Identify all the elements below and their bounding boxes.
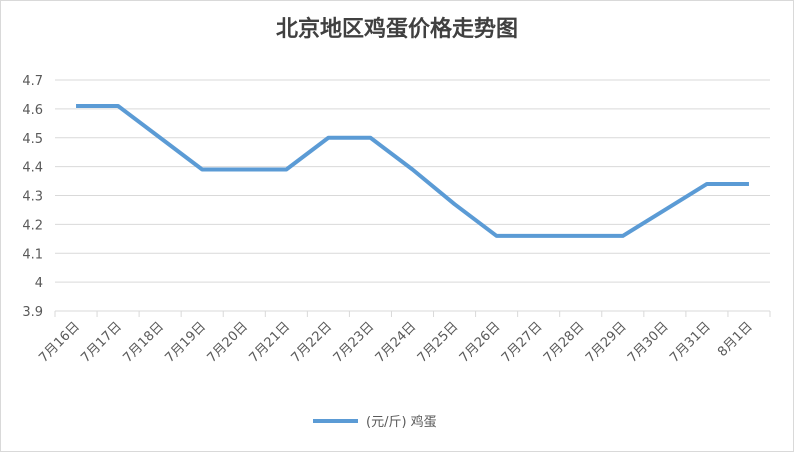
y-tick-label: 4.1	[22, 247, 43, 262]
y-tick-label: 3.9	[22, 305, 43, 320]
y-tick-label: 4	[35, 276, 43, 291]
chart-title: 北京地区鸡蛋价格走势图	[276, 16, 518, 42]
y-tick-label: 4.2	[22, 218, 43, 233]
y-tick-label: 4.4	[22, 161, 43, 176]
series-line	[76, 103, 749, 238]
legend-label: (元/斤) 鸡蛋	[366, 414, 437, 430]
y-tick-label: 4.6	[22, 103, 43, 118]
y-tick-label: 4.5	[22, 132, 43, 147]
y-tick-label: 4.7	[22, 74, 43, 89]
y-tick-label: 4.3	[22, 190, 43, 205]
